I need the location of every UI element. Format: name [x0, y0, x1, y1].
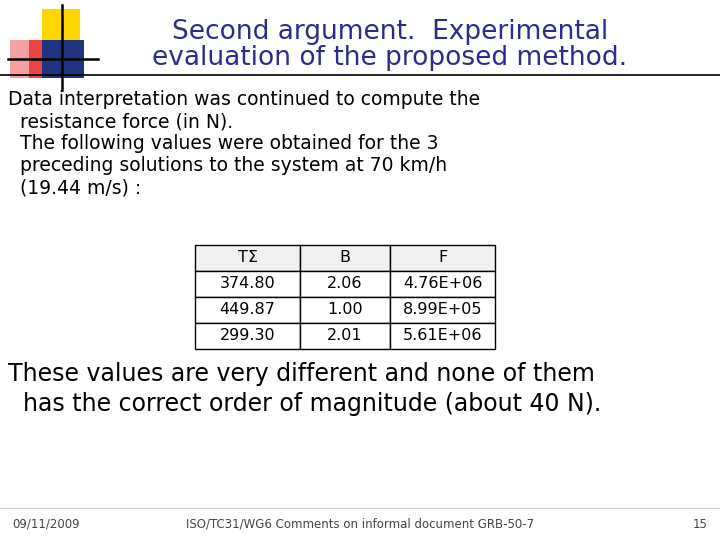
Text: These values are very different and none of them: These values are very different and none… — [8, 362, 595, 386]
Bar — [300, 245, 390, 271]
Text: 374.80: 374.80 — [220, 276, 275, 292]
Bar — [300, 297, 390, 323]
Bar — [42, 40, 84, 78]
Text: 8.99E+05: 8.99E+05 — [402, 302, 482, 318]
Text: 449.87: 449.87 — [220, 302, 276, 318]
Text: F: F — [438, 251, 447, 266]
Text: evaluation of the proposed method.: evaluation of the proposed method. — [153, 45, 628, 71]
Bar — [195, 323, 300, 349]
Text: Second argument.  Experimental: Second argument. Experimental — [172, 19, 608, 45]
Bar — [195, 245, 300, 271]
Text: preceding solutions to the system at 70 km/h: preceding solutions to the system at 70 … — [8, 156, 447, 175]
Bar — [300, 323, 390, 349]
Text: TΣ: TΣ — [238, 251, 258, 266]
Bar — [390, 323, 495, 349]
Text: ISO/TC31/WG6 Comments on informal document GRB-50-7: ISO/TC31/WG6 Comments on informal docume… — [186, 517, 534, 530]
Bar — [390, 245, 495, 271]
Text: has the correct order of magnitude (about 40 N).: has the correct order of magnitude (abou… — [8, 392, 601, 416]
Text: 2.06: 2.06 — [328, 276, 363, 292]
Text: 5.61E+06: 5.61E+06 — [402, 328, 482, 343]
Text: The following values were obtained for the 3: The following values were obtained for t… — [8, 134, 438, 153]
Text: 09/11/2009: 09/11/2009 — [12, 517, 80, 530]
Bar — [42, 9, 80, 47]
Text: 4.76E+06: 4.76E+06 — [402, 276, 482, 292]
Text: 299.30: 299.30 — [220, 328, 275, 343]
Bar — [10, 40, 29, 78]
Bar — [195, 271, 300, 297]
Bar — [390, 297, 495, 323]
Text: 15: 15 — [693, 517, 708, 530]
Bar — [195, 297, 300, 323]
Text: Data interpretation was continued to compute the: Data interpretation was continued to com… — [8, 90, 480, 109]
Text: 1.00: 1.00 — [327, 302, 363, 318]
Bar — [300, 271, 390, 297]
Bar — [390, 271, 495, 297]
Text: B: B — [340, 251, 351, 266]
Text: resistance force (in N).: resistance force (in N). — [8, 112, 233, 131]
Bar — [10, 40, 48, 78]
Text: 2.01: 2.01 — [327, 328, 363, 343]
Text: (19.44 m/s) :: (19.44 m/s) : — [8, 178, 141, 197]
